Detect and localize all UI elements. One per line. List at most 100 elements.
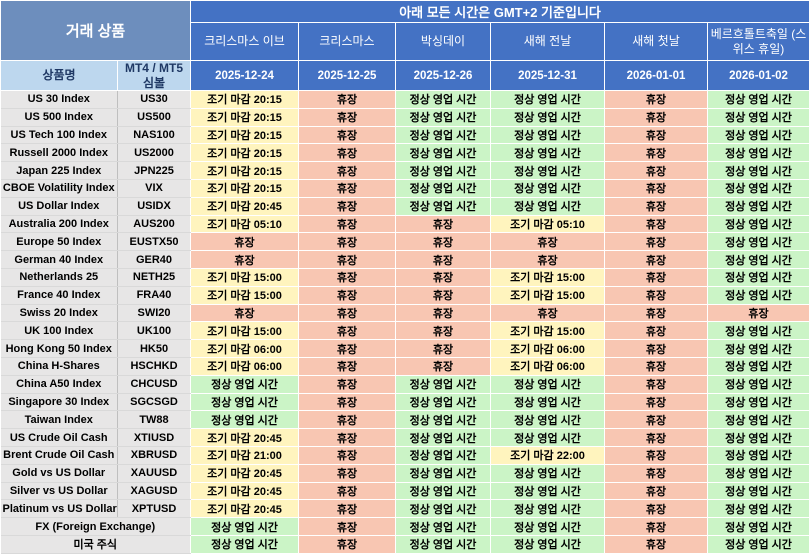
product-symbol: SWI20	[117, 304, 191, 323]
product-symbol: JPN225	[117, 161, 191, 180]
status-cell: 정상 영업 시간	[190, 392, 299, 412]
status-cell: 조기 마감 20:45	[190, 463, 299, 483]
date-new-years-day: 2026-01-01	[604, 60, 708, 91]
product-name: CBOE Volatility Index	[0, 179, 118, 198]
product-symbol: US2000	[117, 143, 191, 163]
schedule-table-body: US 30 Index US30 조기 마감 20:15 휴장 정상 영업 시간 정상 영…	[0, 90, 810, 554]
product-name: Swiss 20 Index	[0, 304, 118, 323]
table-row: German 40 Index GER40 휴장 휴장 휴장 휴장 휴장 정상 영업 시간	[0, 250, 810, 269]
status-cell: 정상 영업 시간	[395, 481, 491, 501]
product-name: US 500 Index	[0, 108, 118, 127]
product-symbol: UK100	[117, 321, 191, 341]
status-cell: 휴장	[604, 303, 708, 323]
table-row: China A50 Index CHCUSD 정상 영업 시간 휴장 정상 영업 시간 정…	[0, 374, 810, 394]
status-cell: 정상 영업 시간	[490, 517, 605, 536]
status-cell: 휴장	[190, 232, 299, 252]
table-row: Brent Crude Oil Cash XBRUSD 조기 마감 21:00 휴장 정…	[0, 445, 810, 465]
status-cell: 정상 영업 시간	[706, 374, 810, 394]
product-name: Gold vs US Dollar	[0, 464, 118, 483]
status-cell: 정상 영업 시간	[706, 232, 810, 252]
status-cell: 휴장	[604, 107, 708, 127]
product-symbol: TW88	[117, 410, 191, 430]
table-row: 미국 주식 정상 영업 시간 휴장 정상 영업 시간 정상 영업 시간 휴장 정상 영업 시…	[0, 534, 810, 554]
status-cell: 휴장	[490, 303, 605, 323]
status-cell: 휴장	[604, 178, 708, 198]
status-cell: 휴장	[395, 232, 491, 252]
status-cell: 휴장	[604, 250, 708, 269]
status-cell: 휴장	[604, 267, 708, 287]
status-cell: 휴장	[298, 125, 396, 145]
product-name: Australia 200 Index	[0, 215, 118, 234]
product-name: Netherlands 25	[0, 268, 118, 287]
table-row: US Crude Oil Cash XTIUSD 조기 마감 20:45 휴장 정상 영…	[0, 428, 810, 447]
status-cell: 휴장	[298, 107, 396, 127]
status-cell: 조기 마감 20:45	[190, 196, 299, 216]
status-cell: 조기 마감 15:00	[190, 267, 299, 287]
status-cell: 정상 영업 시간	[706, 339, 810, 358]
status-cell: 정상 영업 시간	[706, 410, 810, 430]
status-cell: 정상 영업 시간	[706, 267, 810, 287]
status-cell: 휴장	[298, 303, 396, 323]
status-cell: 휴장	[298, 463, 396, 483]
status-cell: 휴장	[604, 428, 708, 447]
product-symbol: EUSTX50	[117, 232, 191, 252]
table-row: US Dollar Index USIDX 조기 마감 20:45 휴장 정상 영업 시…	[0, 196, 810, 216]
product-symbol: VIX	[117, 179, 191, 198]
status-cell: 휴장	[298, 90, 396, 109]
status-cell: 휴장	[395, 321, 491, 341]
symbol-column-header: MT4 / MT5 심볼	[117, 60, 191, 91]
status-cell: 정상 영업 시간	[706, 107, 810, 127]
holiday-name-new-years-eve: 새해 전날	[490, 22, 605, 61]
status-cell: 휴장	[395, 267, 491, 287]
status-cell: 정상 영업 시간	[395, 196, 491, 216]
status-cell: 정상 영업 시간	[395, 517, 491, 536]
status-cell: 정상 영업 시간	[395, 374, 491, 394]
status-cell: 휴장	[298, 428, 396, 447]
status-cell: 정상 영업 시간	[395, 410, 491, 430]
status-cell: 정상 영업 시간	[706, 214, 810, 234]
status-cell: 휴장	[298, 517, 396, 536]
trade-products-header: 거래 상품	[0, 0, 191, 61]
table-row: Singapore 30 Index SGCSGD 정상 영업 시간 휴장 정상 영업 …	[0, 392, 810, 412]
table-row: FX (Foreign Exchange) 정상 영업 시간 휴장 정상 영업 시간 정…	[0, 517, 810, 536]
status-cell: 정상 영업 시간	[490, 196, 605, 216]
product-name: US 30 Index	[0, 90, 118, 109]
product-symbol: US30	[117, 90, 191, 109]
status-cell: 정상 영업 시간	[706, 196, 810, 216]
status-cell: 정상 영업 시간	[395, 499, 491, 519]
date-new-years-eve: 2025-12-31	[490, 60, 605, 91]
status-cell: 휴장	[298, 250, 396, 269]
status-cell: 정상 영업 시간	[490, 428, 605, 447]
status-cell: 정상 영업 시간	[395, 161, 491, 180]
status-cell: 정상 영업 시간	[706, 178, 810, 198]
status-cell: 휴장	[604, 125, 708, 145]
status-cell: 정상 영업 시간	[706, 161, 810, 180]
product-symbol: XPTUSD	[117, 499, 191, 519]
status-cell: 휴장	[395, 285, 491, 305]
status-cell: 휴장	[298, 410, 396, 430]
status-cell: 조기 마감 20:15	[190, 107, 299, 127]
status-cell: 정상 영업 시간	[706, 499, 810, 519]
status-cell: 휴장	[395, 214, 491, 234]
table-row: Silver vs US Dollar XAGUSD 조기 마감 20:45 휴장 정상…	[0, 481, 810, 501]
holiday-name-christmas: 크리스마스	[298, 22, 396, 61]
status-cell: 휴장	[298, 321, 396, 341]
status-cell: 정상 영업 시간	[706, 250, 810, 269]
status-cell: 휴장	[604, 356, 708, 376]
status-cell: 휴장	[298, 481, 396, 501]
table-row: US Tech 100 Index NAS100 조기 마감 20:15 휴장 정상 영…	[0, 125, 810, 145]
status-cell: 정상 영업 시간	[190, 534, 299, 554]
status-cell: 휴장	[298, 143, 396, 163]
status-cell: 휴장	[298, 499, 396, 519]
table-row: UK 100 Index UK100 조기 마감 15:00 휴장 휴장 조기 마감 15…	[0, 321, 810, 341]
status-cell: 정상 영업 시간	[190, 374, 299, 394]
status-cell: 정상 영업 시간	[706, 285, 810, 305]
status-cell: 정상 영업 시간	[706, 321, 810, 341]
product-symbol: FRA40	[117, 286, 191, 305]
product-name-column-header: 상품명	[0, 60, 118, 91]
product-name: German 40 Index	[0, 250, 118, 269]
status-cell: 정상 영업 시간	[490, 481, 605, 501]
status-cell: 정상 영업 시간	[706, 428, 810, 447]
